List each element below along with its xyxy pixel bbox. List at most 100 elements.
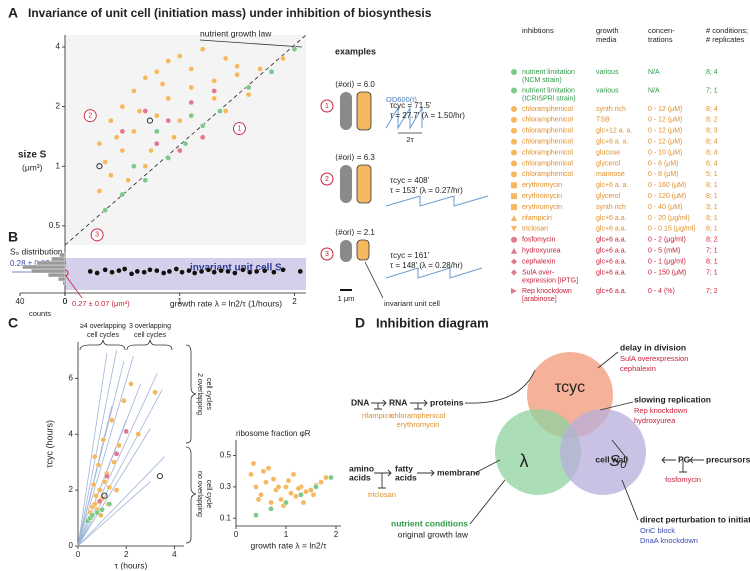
arrow (410, 399, 428, 407)
arrow (371, 399, 387, 407)
brace (126, 339, 173, 351)
table-cell: nutrient limitation (522, 69, 575, 76)
label: 2 overlapping (196, 373, 203, 415)
point (318, 479, 324, 486)
table-header: # conditions; (706, 26, 748, 35)
label: ⟨#ori⟩ = 6.0 (335, 80, 375, 89)
point (119, 103, 126, 110)
point (108, 172, 114, 179)
point (295, 485, 302, 492)
point (108, 117, 114, 124)
table-cell: 0 - 12 (μM) (648, 139, 682, 146)
point (179, 269, 185, 276)
example-number: 3 (325, 251, 329, 258)
point (211, 78, 217, 84)
table-cell: 8; 1 (706, 182, 718, 189)
table-cell: synth rich (596, 204, 626, 211)
point (141, 269, 147, 276)
point (245, 84, 252, 91)
table-cell: mannose (596, 171, 625, 178)
point (99, 506, 105, 513)
link (469, 479, 506, 525)
label: 3 overlapping (129, 323, 171, 330)
table-cell: glycerol (596, 193, 621, 200)
cell-schematic (356, 91, 372, 131)
x-tick-label: 1 (284, 530, 289, 539)
label: erythromycin (397, 420, 440, 429)
point (90, 481, 97, 488)
guide-line (77, 406, 113, 547)
point (111, 459, 117, 465)
label: (μm³) (22, 162, 43, 172)
point (288, 490, 294, 496)
point (101, 478, 108, 485)
point (100, 437, 107, 443)
point (176, 147, 183, 154)
table-cell: chloramphenicol (522, 149, 573, 156)
point (199, 134, 206, 141)
point (268, 505, 274, 512)
point (290, 471, 297, 478)
highlight-number: 3 (95, 232, 99, 239)
point (280, 55, 286, 62)
label: D (355, 315, 365, 331)
table-cell: 0 - 160 (μM) (648, 182, 686, 189)
marker (511, 288, 517, 294)
point (165, 95, 172, 102)
point (102, 266, 108, 273)
label: chloramphenicol (391, 411, 446, 420)
x-axis-label: growth rate λ = ln2/τ (251, 540, 328, 550)
label: original growth law (398, 529, 469, 539)
marker (511, 116, 517, 123)
table-header: # replicates (706, 35, 745, 44)
table-cell: nutrient limitation (522, 87, 575, 94)
example-drawings (340, 91, 489, 299)
table-cell: N/A (648, 69, 660, 76)
histogram-bar (58, 276, 66, 282)
arrow (689, 456, 704, 464)
highlight-number: 2 (88, 113, 92, 120)
point (147, 266, 153, 273)
point (240, 266, 246, 273)
table-cell: SulA over- (522, 269, 555, 276)
label: 0.27 ± 0.07 (μm³) (72, 299, 130, 308)
plot-background (65, 35, 306, 245)
label: PG (678, 454, 691, 464)
point (222, 108, 229, 114)
point (261, 267, 268, 274)
point (116, 442, 122, 449)
label: A (8, 5, 18, 21)
marker (511, 236, 517, 243)
guide-line (77, 456, 166, 547)
point (300, 499, 307, 506)
point (258, 491, 264, 498)
point (128, 270, 135, 277)
marker (511, 193, 517, 200)
table-cell: hydroxyurea (522, 248, 561, 255)
point (199, 46, 206, 52)
point (142, 177, 149, 183)
point (245, 91, 252, 98)
label: acids (349, 472, 371, 482)
point (297, 268, 304, 275)
point (165, 58, 172, 64)
table-cell: glc+6 a. a. (596, 139, 629, 146)
table-cell: glc+6 a.a. (596, 269, 627, 276)
point (120, 397, 127, 404)
y-tick-label: 4 (69, 429, 74, 438)
point (308, 487, 314, 493)
point (283, 499, 289, 506)
label: slowing replication (634, 394, 711, 404)
label: DNA (351, 397, 369, 407)
x-tick-label: 2 (292, 297, 297, 306)
label: RNA (389, 397, 407, 407)
table-cell: 0 - 1 (μg/ml) (648, 258, 686, 265)
point (291, 46, 298, 52)
table-cell: 6; 4 (706, 160, 718, 167)
histogram-bar (36, 260, 66, 266)
point (211, 88, 217, 94)
x-tick-label: 1 (178, 297, 183, 306)
od-sawtooth (385, 195, 489, 207)
table-cell: 8; 3 (706, 128, 718, 135)
